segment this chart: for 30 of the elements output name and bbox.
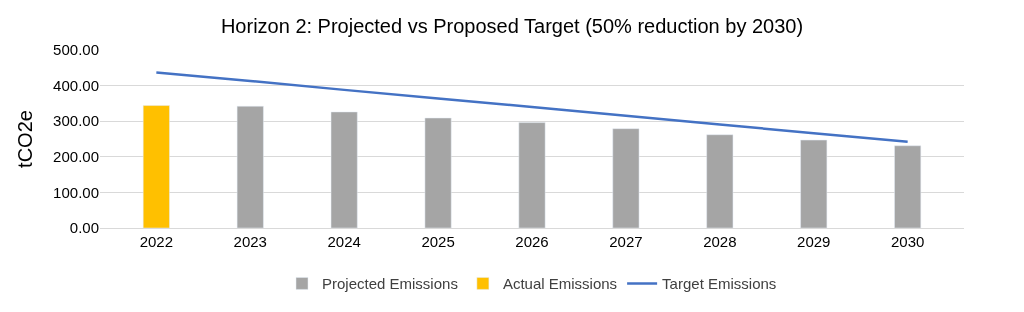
bar <box>142 105 170 228</box>
x-tick-label: 2029 <box>797 233 831 250</box>
y-tick-label: 300.00 <box>53 112 99 130</box>
legend-label: Projected Emissions <box>322 275 458 293</box>
chart-title: Horizon 2: Projected vs Proposed Target (50% reduction by 2030) <box>220 14 804 37</box>
x-tick-label: 2024 <box>327 233 361 250</box>
x-tick-label: 2030 <box>890 233 925 250</box>
bar <box>424 117 452 228</box>
bar <box>800 139 828 228</box>
bar <box>330 111 358 228</box>
x-tick-label: 2028 <box>703 233 737 250</box>
y-tick-label: 400.00 <box>53 76 99 94</box>
y-tick-label: 200.00 <box>53 148 99 166</box>
bar <box>518 122 546 228</box>
y-tick-label: 500.00 <box>53 41 99 59</box>
bar <box>612 128 640 228</box>
legend-label: Target Emissions <box>662 275 777 293</box>
y-tick-label: 0.00 <box>69 219 99 237</box>
x-tick-label: 2022 <box>139 233 174 250</box>
x-tick-label: 2027 <box>609 233 643 250</box>
bar <box>706 134 734 228</box>
y-axis-title: tCO2e <box>13 110 36 168</box>
x-tick-label: 2026 <box>515 233 549 250</box>
x-tick-label: 2023 <box>233 233 267 250</box>
bar <box>236 106 264 228</box>
legend-label: Actual Emissions <box>502 275 618 293</box>
y-tick-label: 100.00 <box>53 183 99 201</box>
bar <box>894 145 922 228</box>
x-tick-label: 2025 <box>421 233 455 250</box>
line-series <box>155 71 909 144</box>
